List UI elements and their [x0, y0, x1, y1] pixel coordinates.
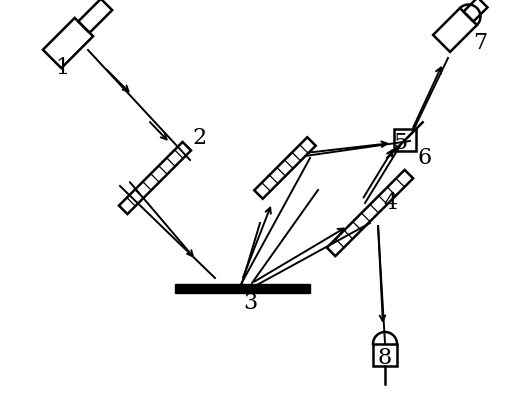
Text: 4: 4 [383, 192, 397, 214]
Polygon shape [175, 283, 310, 293]
Text: 6: 6 [418, 147, 432, 169]
Text: 8: 8 [378, 347, 392, 369]
Text: 5: 5 [393, 132, 407, 154]
Text: 1: 1 [55, 57, 69, 79]
Text: 7: 7 [473, 32, 487, 54]
Text: 3: 3 [243, 292, 257, 314]
Text: 2: 2 [193, 127, 207, 149]
